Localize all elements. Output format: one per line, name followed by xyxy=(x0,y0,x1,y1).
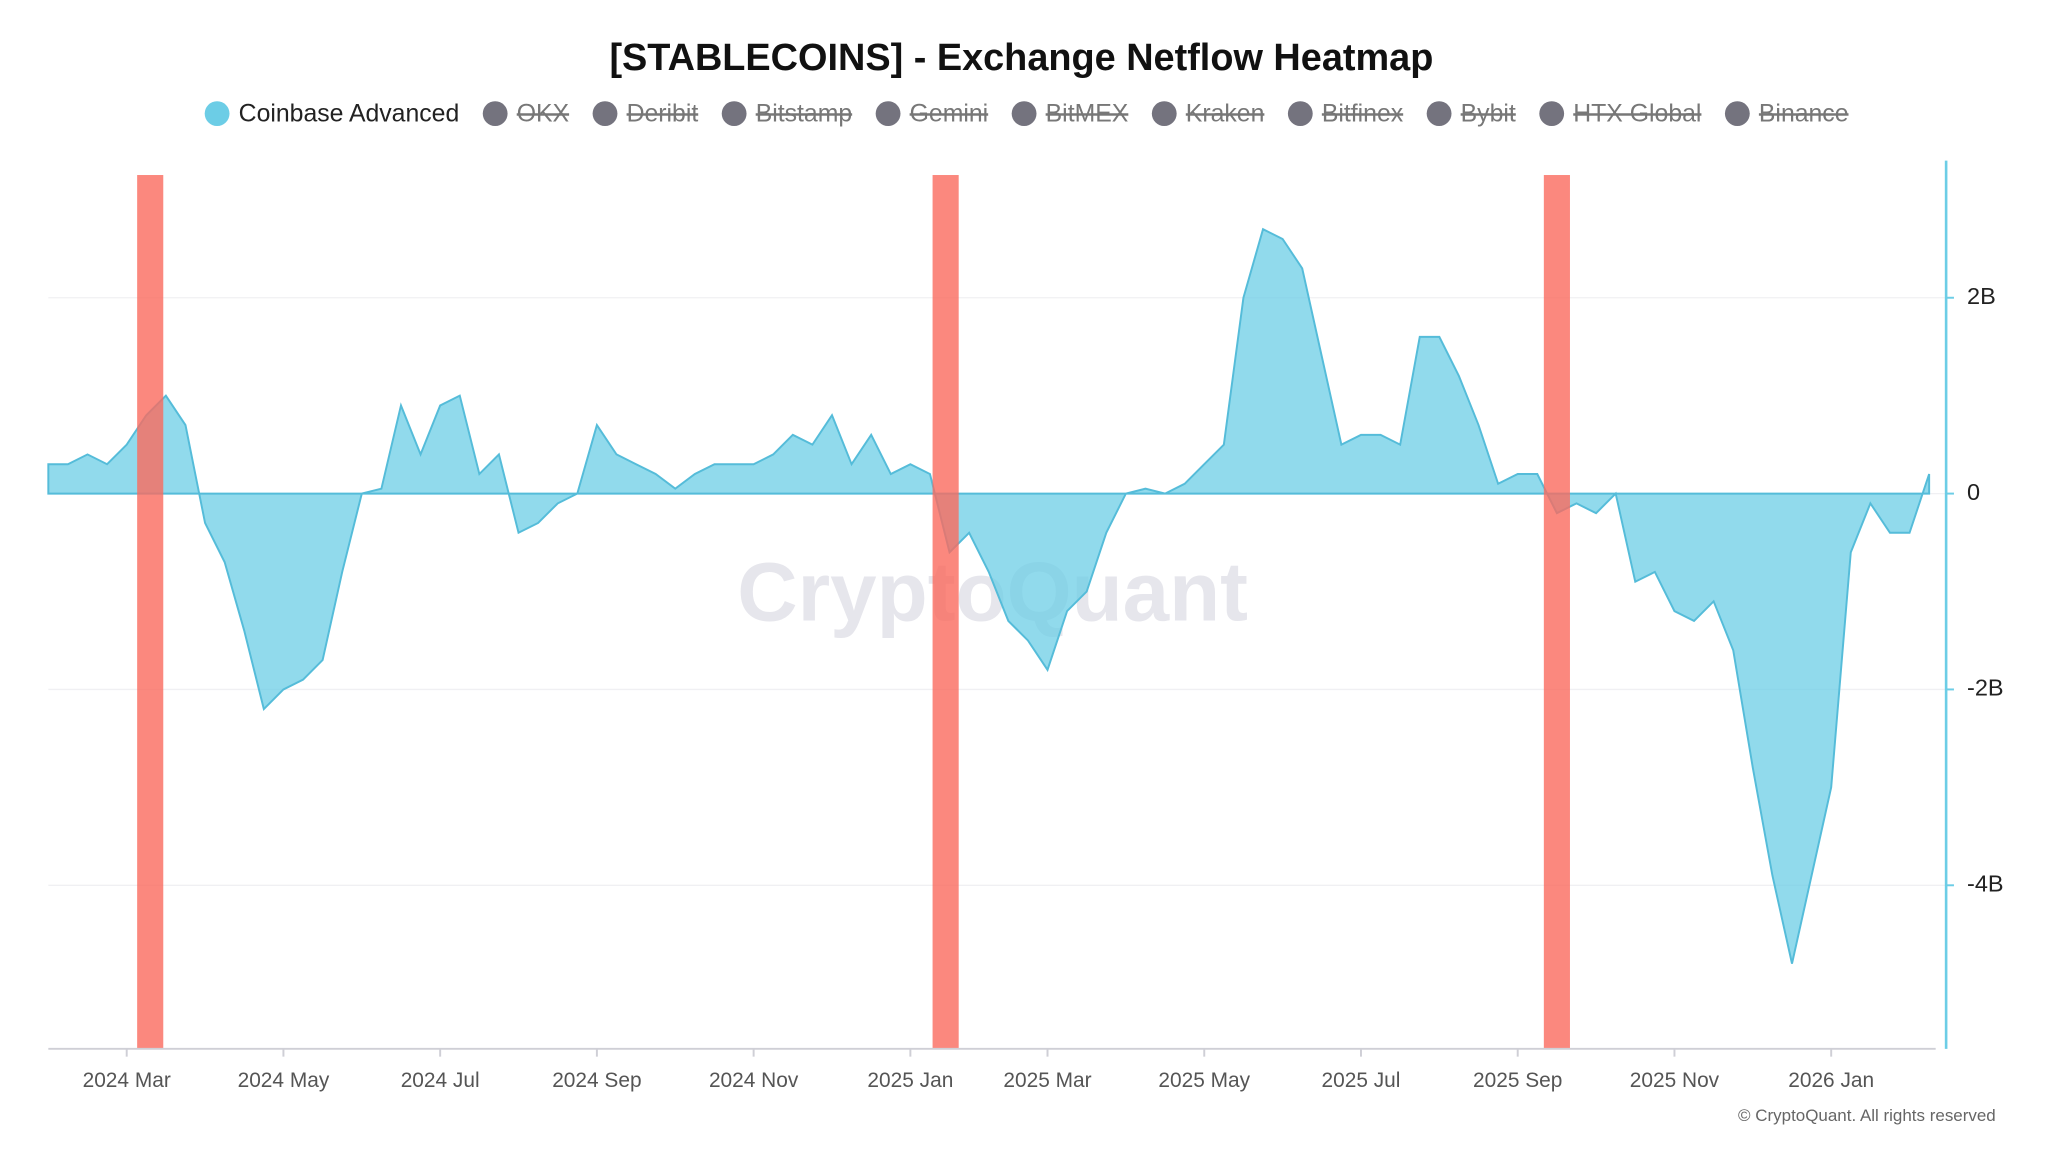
legend-label[interactable]: Deribit xyxy=(627,100,699,127)
legend-marker[interactable] xyxy=(1426,101,1452,127)
legend-label[interactable]: Bybit xyxy=(1461,100,1516,127)
legend-marker[interactable] xyxy=(1011,101,1037,127)
x-tick-label: 2024 Jul xyxy=(401,1069,480,1092)
legend-label[interactable]: Kraken xyxy=(1186,100,1265,127)
legend-label[interactable]: OKX xyxy=(517,100,570,127)
highlight-band xyxy=(932,175,959,1049)
legend-marker[interactable] xyxy=(875,101,901,127)
legend-item[interactable]: Gemini xyxy=(875,100,989,127)
highlight-bands xyxy=(137,175,1570,1049)
legend-item[interactable]: HTX Global xyxy=(1539,100,1701,127)
legend-item[interactable]: Coinbase Advanced xyxy=(204,100,460,127)
y-tick-label: 0 xyxy=(1967,479,1980,505)
plot-area xyxy=(47,227,1931,964)
highlight-band xyxy=(137,175,164,1049)
legend-label[interactable]: Binance xyxy=(1759,100,1849,127)
legend-marker[interactable] xyxy=(482,101,508,127)
legend-item[interactable]: Deribit xyxy=(592,100,699,127)
credit: © CryptoQuant. All rights reserved xyxy=(1738,1106,1996,1125)
legend-item[interactable]: OKX xyxy=(482,100,570,127)
highlight-band xyxy=(1543,175,1570,1049)
x-tick-label: 2025 Jul xyxy=(1322,1069,1401,1092)
x-tick-label: 2026 Jan xyxy=(1788,1069,1874,1092)
x-tick-label: 2024 May xyxy=(238,1069,330,1092)
legend-marker[interactable] xyxy=(1724,101,1750,127)
legend-item[interactable]: Bybit xyxy=(1426,100,1516,127)
legend-label[interactable]: Gemini xyxy=(910,100,989,127)
y-tick-label: -2B xyxy=(1967,675,2004,701)
legend-label[interactable]: BitMEX xyxy=(1046,100,1129,127)
legend-item[interactable]: BitMEX xyxy=(1011,100,1129,127)
legend-item[interactable]: Binance xyxy=(1724,100,1849,127)
x-tick-label: 2025 Jan xyxy=(867,1069,953,1092)
legend-item[interactable]: Bitstamp xyxy=(721,100,852,127)
legend-marker[interactable] xyxy=(1539,101,1565,127)
legend-marker[interactable] xyxy=(721,101,747,127)
x-tick-label: 2024 Nov xyxy=(709,1069,799,1092)
area xyxy=(47,227,1931,964)
y-tick-label: -4B xyxy=(1967,870,2004,896)
axes: -4B -2B 0 2B 2024 Mar 2024 May 2024 Jul 2024 Se… xyxy=(83,283,2004,1092)
chart-title: [STABLECOINS] - Exchange Netflow Heatmap xyxy=(609,37,1433,79)
x-tick-label: 2025 Nov xyxy=(1630,1069,1720,1092)
x-tick-label: 2024 Mar xyxy=(83,1069,171,1092)
legend-marker[interactable] xyxy=(1287,101,1313,127)
legend-label[interactable]: Bitfinex xyxy=(1322,100,1404,127)
legend-label[interactable]: Bitstamp xyxy=(756,100,852,127)
legend-marker[interactable] xyxy=(592,101,618,127)
legend-marker[interactable] xyxy=(1151,101,1177,127)
legend-label[interactable]: HTX Global xyxy=(1573,100,1701,127)
x-tick-label: 2025 Mar xyxy=(1003,1069,1091,1092)
legend-label[interactable]: Coinbase Advanced xyxy=(239,100,460,127)
legend: Coinbase Advanced OKX Deribit Bitstamp Gemin… xyxy=(204,100,1849,127)
x-tick-label: 2025 Sep xyxy=(1473,1069,1562,1092)
x-tick-label: 2025 May xyxy=(1158,1069,1250,1092)
y-tick-label: 2B xyxy=(1967,283,1996,309)
legend-item[interactable]: Kraken xyxy=(1151,100,1265,127)
legend-item[interactable]: Bitfinex xyxy=(1287,100,1404,127)
x-tick-label: 2024 Sep xyxy=(552,1069,641,1092)
legend-marker[interactable] xyxy=(204,101,230,127)
